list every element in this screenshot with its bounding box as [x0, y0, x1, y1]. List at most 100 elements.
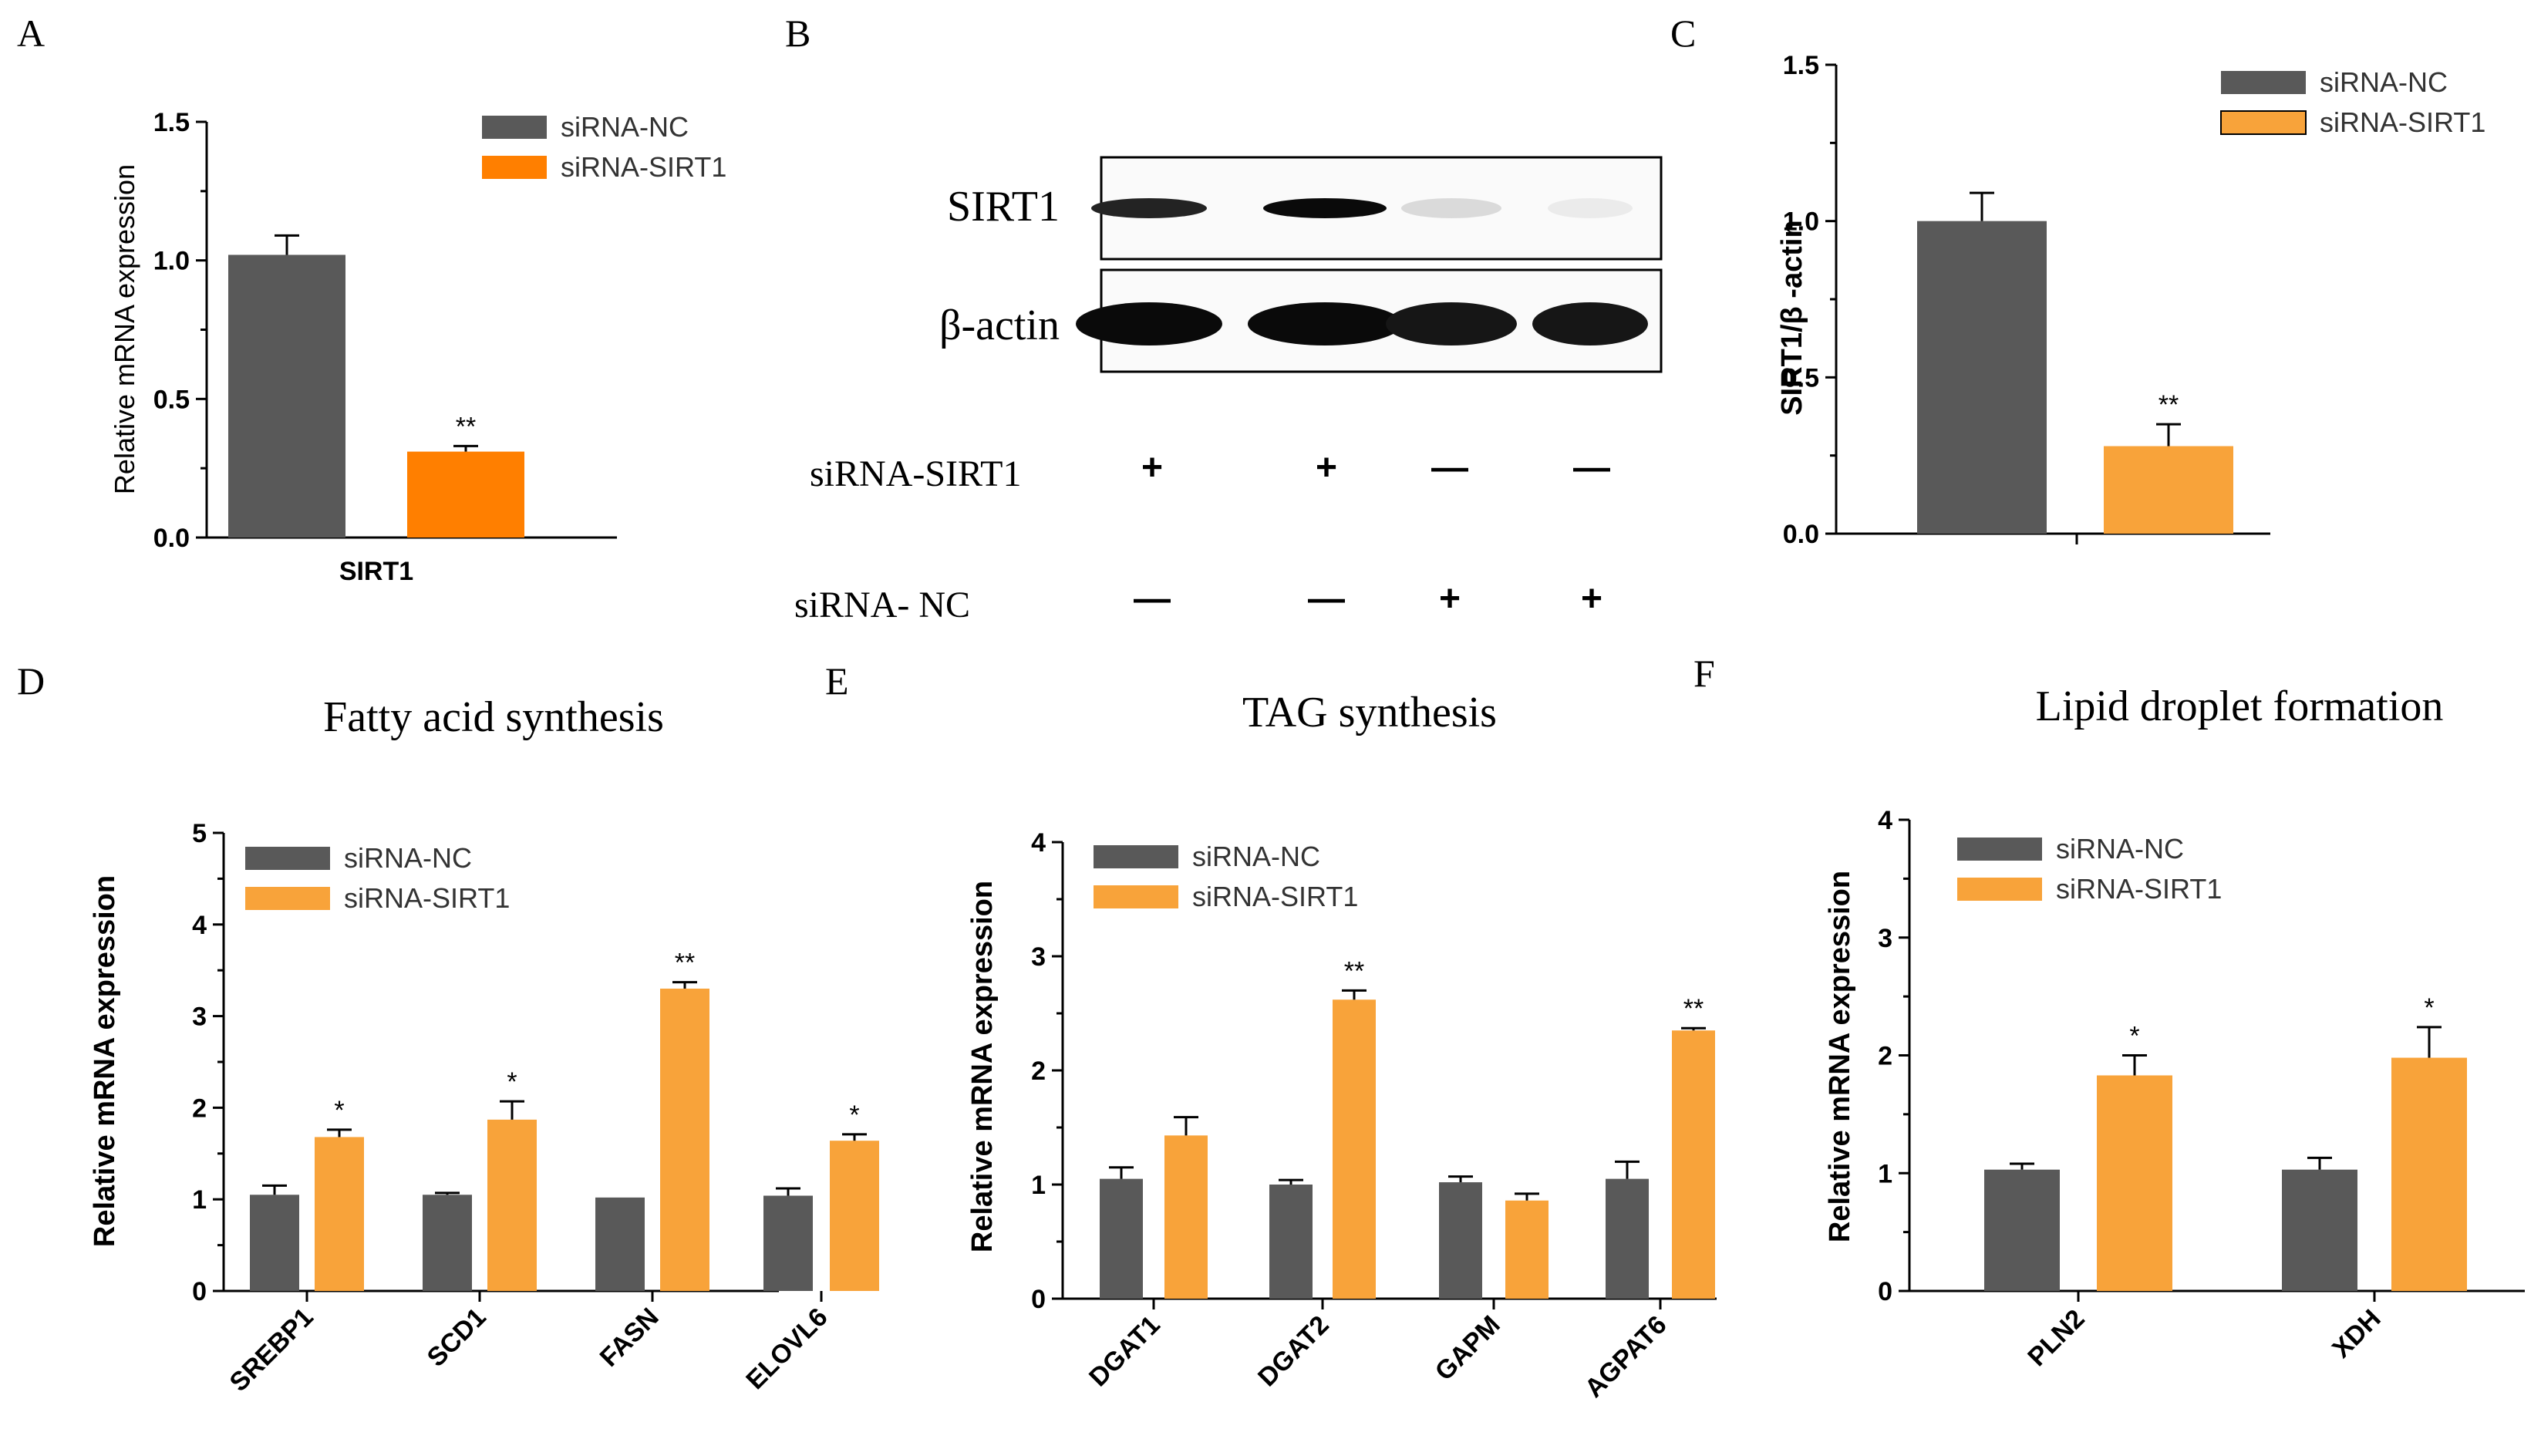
bar-sirna-sirt1-scd1 [487, 1119, 537, 1291]
legend-label: siRNA-SIRT1 [344, 882, 510, 914]
y-tick-label: 1.0 [1783, 207, 1819, 237]
legend-swatch [1094, 845, 1178, 868]
y-tick-label: 4 [1878, 806, 1892, 835]
x-tick-label: ELOVL6 [740, 1303, 833, 1395]
bar-sirna-sirt1-srebp1 [315, 1137, 364, 1291]
x-tick-label: GAPM [1430, 1310, 1506, 1387]
y-tick-label: 4 [1031, 828, 1046, 858]
panel-e-chart: E TAG synthesis Relative mRNA expression 0 1… [825, 659, 1717, 1404]
x-tick-label: SIRT1 [339, 557, 413, 586]
panel-f-chart: F Lipid droplet formation Relative mRNA ex… [1693, 652, 2525, 1372]
condition-sign: + [1316, 447, 1337, 488]
bar-sirna-nc-gapm [1439, 1182, 1482, 1299]
blot-bands [1076, 198, 1648, 345]
band-sirt1-lane-3 [1401, 198, 1501, 218]
legend-swatch [1957, 878, 2042, 901]
significance-marker: ** [456, 412, 476, 441]
legend-swatch [482, 156, 547, 179]
bar-sirna-sirt1-dgat1 [1164, 1135, 1208, 1299]
bar-sirna-sirt1-sample [2104, 446, 2233, 534]
band-beta-actin-lane-4 [1532, 302, 1648, 345]
y-tick-label: 0 [1031, 1285, 1046, 1314]
legend-label: siRNA-SIRT1 [1192, 881, 1358, 912]
y-tick-label: 5 [192, 819, 207, 848]
panel-d-chart: D Fatty acid synthesis Relative mRNA expre… [17, 659, 879, 1397]
bar-sirna-sirt1-pln2 [2097, 1075, 2172, 1291]
legend-label: siRNA-NC [344, 842, 472, 874]
condition-sign: — [1134, 578, 1171, 619]
y-tick-label: 1.5 [1783, 51, 1819, 80]
legend-swatch [2221, 71, 2306, 94]
band-sirt1-lane-2 [1263, 198, 1387, 218]
condition-sign: + [1141, 447, 1163, 488]
legend-swatch [245, 887, 330, 910]
blot-row-label-beta-actin: β-actin [939, 302, 1060, 349]
y-tick-label: 0 [1878, 1277, 1892, 1306]
legend-swatch [1957, 838, 2042, 861]
condition-signs: + + — — — — + + [1134, 447, 1610, 619]
legend-label: siRNA-NC [2320, 66, 2448, 98]
bar-sirna-nc-sample [1917, 221, 2047, 534]
band-beta-actin-lane-2 [1248, 302, 1402, 345]
legend-label: siRNA-NC [561, 111, 689, 143]
significance-marker: ** [1683, 994, 1704, 1023]
y-tick-label: 2 [1031, 1057, 1046, 1086]
condition-sign: — [1431, 447, 1468, 488]
legend-label: siRNA-SIRT1 [561, 151, 726, 183]
bar-sirna-nc-fasn [595, 1197, 645, 1291]
panel-label-c: C [1670, 12, 1696, 55]
condition-label-sirna-nc: siRNA- NC [794, 585, 970, 625]
bar-sirna-nc-srebp1 [250, 1195, 299, 1291]
condition-label-sirna-sirt1: siRNA-SIRT1 [810, 453, 1021, 494]
bar-sirna-sirt1-xdh [2391, 1057, 2467, 1291]
bar-sirna-sirt1-elovl6 [830, 1141, 879, 1291]
y-tick-label: 1 [192, 1185, 207, 1215]
bar-sirna-nc-sirt1 [228, 254, 345, 538]
bar-sirna-nc-dgat1 [1100, 1178, 1143, 1299]
y-axis-label: Relative mRNA expression [966, 881, 999, 1252]
y-tick-label: 3 [1878, 924, 1892, 953]
y-axis-label: Relative mRNA expression [1824, 871, 1856, 1242]
band-beta-actin-lane-3 [1386, 302, 1517, 345]
y-tick-label: 0.5 [153, 385, 190, 414]
significance-marker: * [334, 1096, 344, 1125]
panel-label-e: E [825, 659, 849, 703]
bar-sirna-sirt1-agpat6 [1672, 1030, 1715, 1299]
x-tick-label: FASN [595, 1303, 665, 1373]
y-tick-label: 2 [1878, 1042, 1892, 1071]
bar-sirna-sirt1-dgat2 [1333, 999, 1376, 1299]
condition-sign: + [1439, 578, 1461, 619]
chart-title: TAG synthesis [1242, 689, 1497, 736]
x-tick-label: PLN2 [2022, 1304, 2090, 1372]
bar-sirna-sirt1-fasn [660, 988, 709, 1291]
bar-sirna-nc-elovl6 [763, 1195, 813, 1291]
legend-swatch [1094, 885, 1178, 908]
y-axis-label: SIRT1/β -actin [1776, 220, 1808, 415]
y-tick-label: 1.0 [153, 247, 190, 276]
blot-row-label-sirt1: SIRT1 [947, 183, 1060, 231]
legend-swatch [482, 116, 547, 139]
significance-marker: * [2424, 993, 2434, 1023]
bar-sirna-nc-scd1 [423, 1195, 472, 1291]
panel-label-a: A [17, 12, 45, 55]
panel-c-chart: C SIRT1/β -actin 0.0 0.5 1.0 1.5 ** siRNA-NC siR… [1670, 12, 2485, 549]
significance-marker: * [849, 1100, 859, 1130]
y-tick-label: 1.5 [153, 108, 190, 137]
y-tick-label: 3 [192, 1003, 207, 1032]
condition-sign: + [1581, 578, 1602, 619]
x-tick-label: DGAT1 [1083, 1310, 1166, 1393]
y-tick-label: 4 [192, 911, 207, 940]
band-sirt1-lane-4 [1548, 198, 1633, 218]
bar-sirna-sirt1-gapm [1505, 1200, 1549, 1299]
y-tick-label: 1 [1878, 1159, 1892, 1188]
x-tick-label: AGPAT6 [1579, 1310, 1673, 1404]
condition-sign: — [1308, 578, 1345, 619]
significance-marker: ** [2159, 390, 2179, 420]
band-sirt1-lane-1 [1091, 198, 1207, 218]
band-beta-actin-lane-1 [1076, 302, 1222, 345]
y-tick-label: 0.0 [153, 524, 190, 553]
legend-swatch [2220, 110, 2307, 135]
bar-sirna-nc-pln2 [1984, 1169, 2060, 1291]
bar-sirna-sirt1-sirt1 [407, 451, 524, 538]
panel-a-chart: A Relative mRNA expression 0.0 0.5 1.0 1.5 ** S… [17, 12, 726, 586]
